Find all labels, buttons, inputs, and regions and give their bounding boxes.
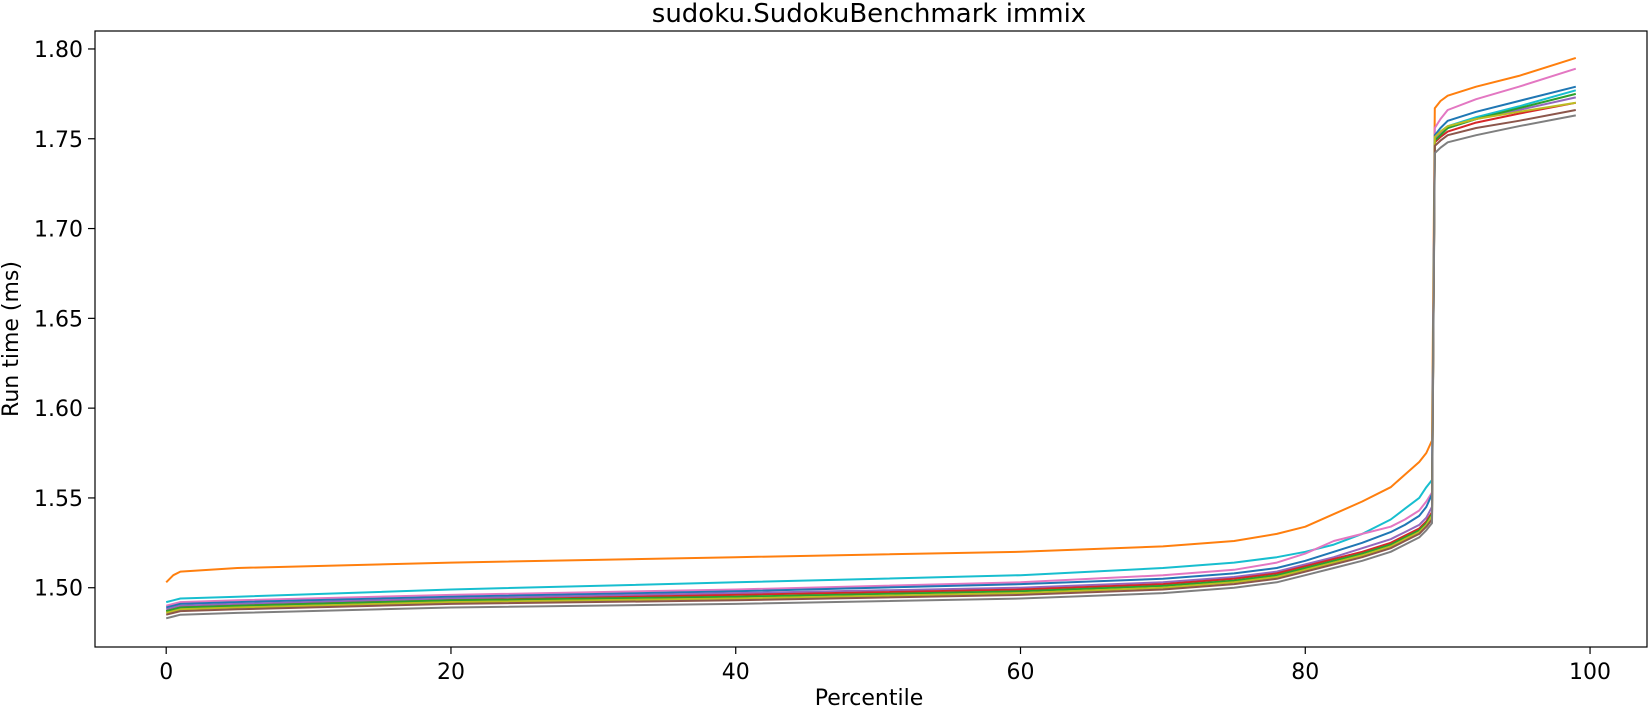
x-tick-label: 40 [722,660,750,685]
y-tick-label: 1.55 [34,487,83,512]
x-axis-label: Percentile [815,686,924,710]
x-tick-label: 80 [1291,660,1319,685]
series-line-4 [165,85,1577,609]
series-line-10 [165,114,1576,620]
x-tick-label: 60 [1007,660,1035,685]
series-line-9 [165,109,1576,616]
series-lines [165,56,1577,620]
chart-title: sudoku.SudokuBenchmark immix [652,0,1086,29]
x-tick-label: 0 [159,660,173,685]
y-axis-ticks: 1.50 1.55 1.60 1.65 1.70 1.75 1.80 [34,38,95,602]
y-tick-label: 1.80 [34,38,83,63]
y-tick-label: 1.70 [34,218,83,243]
x-tick-label: 20 [437,660,465,685]
y-axis-label: Run time (ms) [0,261,24,417]
series-line-2 [165,89,1577,604]
series-line-1 [165,56,1577,584]
x-axis-ticks: 0 20 40 60 80 100 [159,647,1611,685]
y-tick-label: 1.75 [34,128,83,153]
series-line-6 [165,101,1576,613]
series-line-8 [165,101,1576,614]
y-tick-label: 1.60 [34,397,83,422]
y-tick-label: 1.50 [34,577,83,602]
series-line-3 [165,67,1577,607]
series-line-5 [165,96,1577,611]
plot-frame [94,30,1648,648]
x-tick-label: 100 [1569,660,1611,685]
series-line-7 [165,92,1577,613]
y-tick-label: 1.65 [34,307,83,332]
